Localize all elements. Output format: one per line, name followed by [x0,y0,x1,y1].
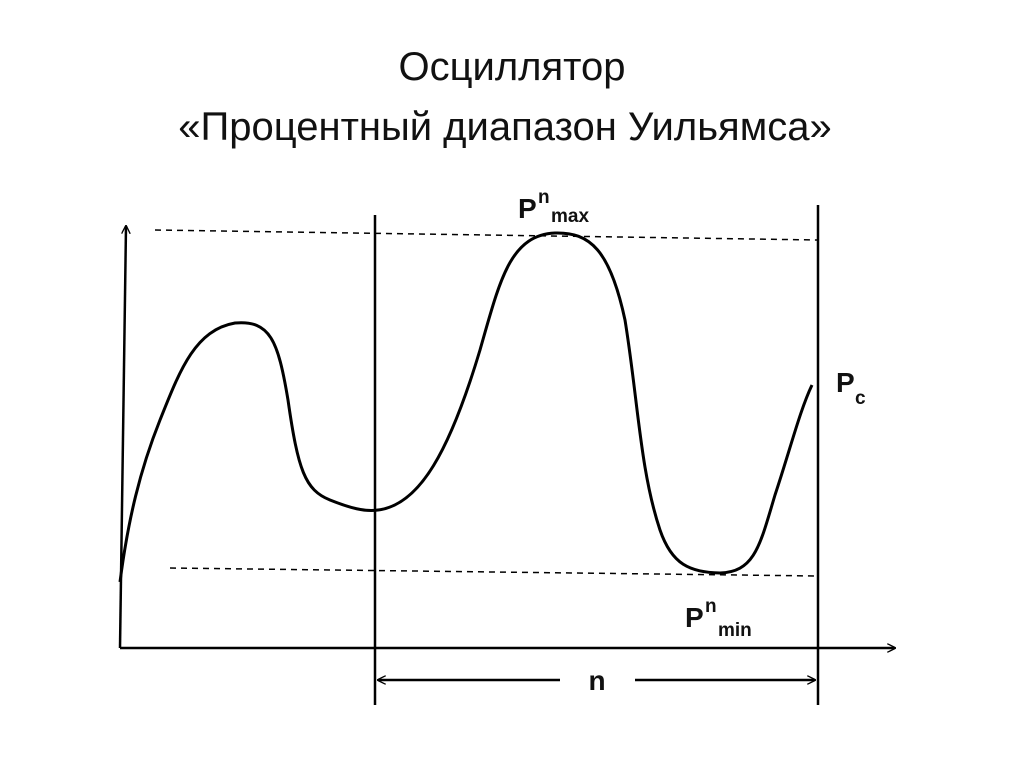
pmin-sub: min [718,620,752,641]
title-line: «Процентный диапазон Уильямса» [178,105,831,149]
pmax-sub: max [551,206,589,227]
pmin-label: P [685,602,704,633]
period-label: n [588,665,605,696]
pc-sub: c [855,388,866,409]
pc-label: P [836,367,855,398]
min-level [169,567,819,577]
price-curve [118,231,814,583]
max-level [154,229,819,241]
pmax-label: P [518,193,537,224]
y-axis [118,226,126,649]
pmin-sup: n [705,596,717,617]
pmax-sup: n [538,187,550,208]
title-line: Осциллятор [398,45,625,89]
